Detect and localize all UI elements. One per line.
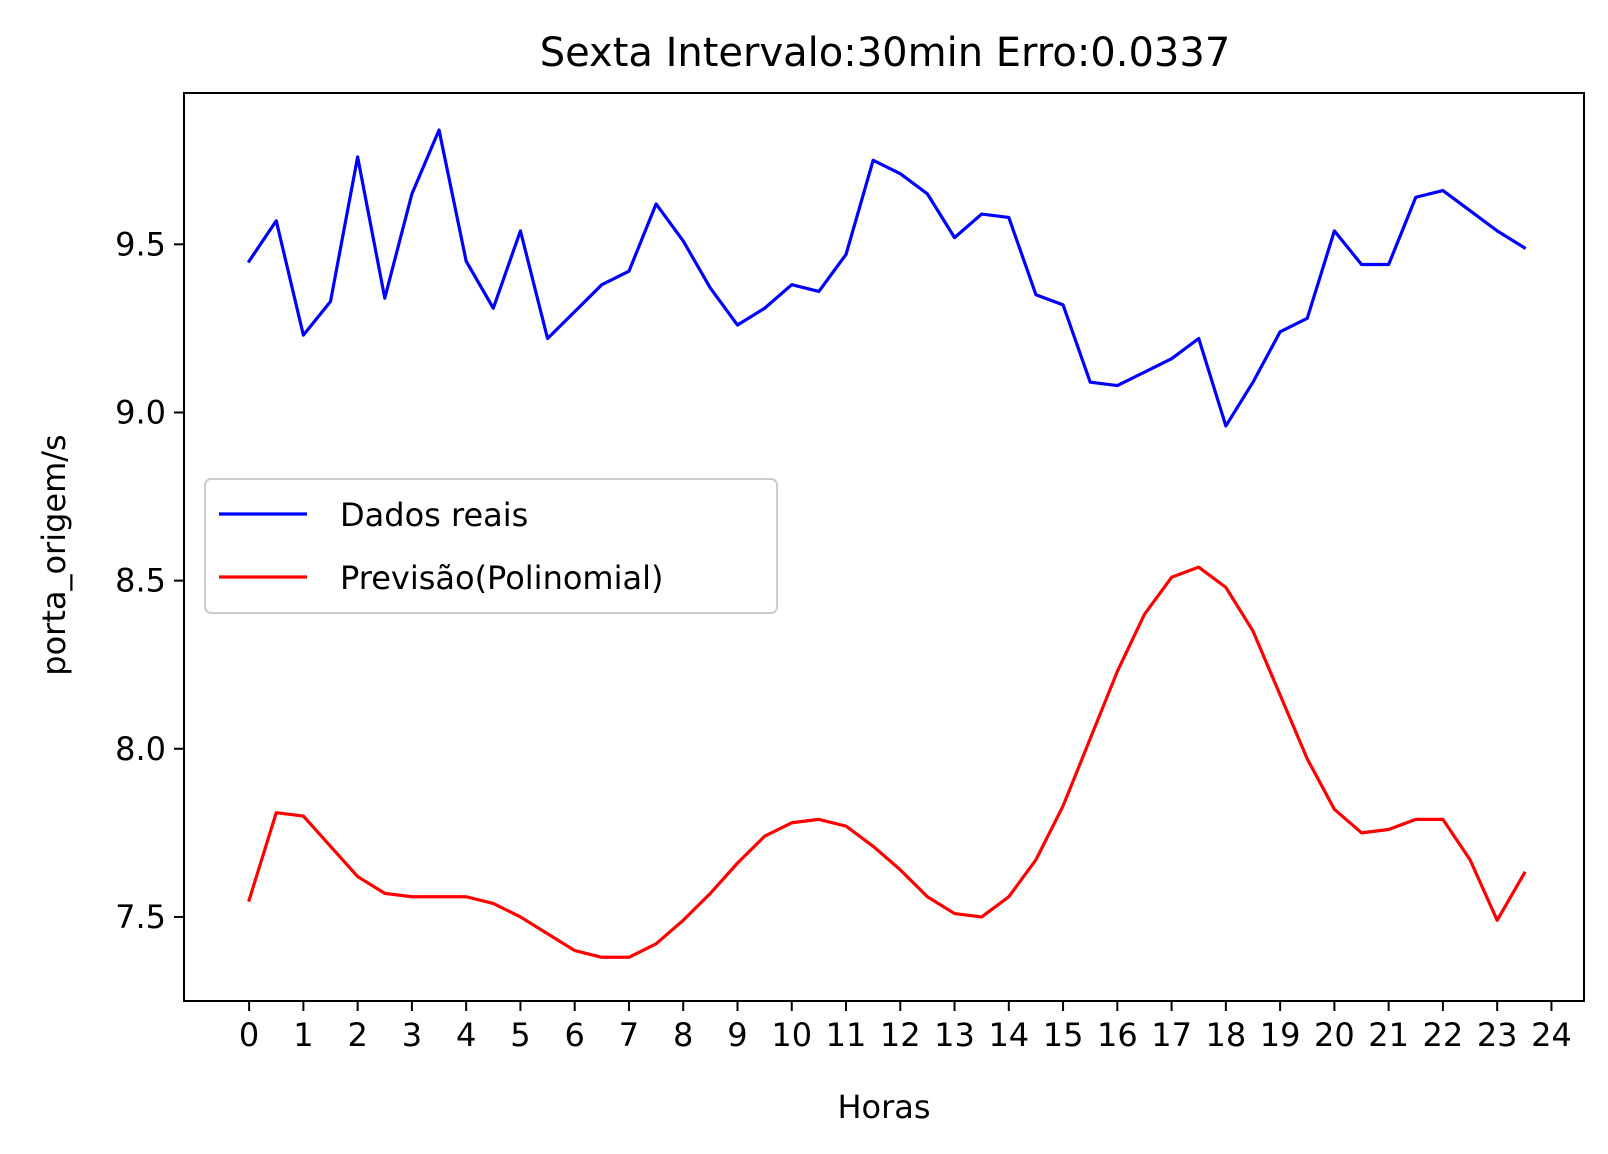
x-tick-label: 8 [673, 1016, 693, 1054]
x-tick-label: 4 [456, 1016, 476, 1054]
series-layer [246, 128, 1527, 959]
x-tick-label: 24 [1531, 1016, 1572, 1054]
y-tick-label: 9.0 [115, 393, 166, 431]
y-tick-label: 8.0 [115, 730, 166, 768]
y-tick-label: 8.5 [115, 562, 166, 600]
x-tick-label: 21 [1368, 1016, 1409, 1054]
x-tick-label: 17 [1151, 1016, 1192, 1054]
y-axis-ticks: 7.5 8.0 8.5 9.0 9.5 [115, 225, 184, 936]
y-tick-label: 9.5 [115, 225, 166, 263]
x-tick-label: 19 [1260, 1016, 1301, 1054]
x-tick-label: 10 [771, 1016, 812, 1054]
series-line-dados-reais [246, 128, 1527, 428]
x-tick-label: 23 [1477, 1016, 1518, 1054]
x-tick-label: 3 [402, 1016, 422, 1054]
x-tick-label: 16 [1097, 1016, 1138, 1054]
legend-box [204, 478, 778, 614]
x-tick-label: 12 [880, 1016, 921, 1054]
x-tick-label: 15 [1043, 1016, 1084, 1054]
chart-title: Sexta Intervalo:30min Erro:0.0337 [540, 30, 1231, 76]
x-tick-label: 2 [347, 1016, 367, 1054]
x-tick-label: 14 [988, 1016, 1029, 1054]
x-tick-label: 7 [619, 1016, 639, 1054]
x-axis-ticks: 0 1 2 3 4 5 6 7 8 9 10 11 12 13 14 15 16 17 18 19 20 21 22 23 24 [239, 1001, 1572, 1054]
x-tick-label: 5 [510, 1016, 530, 1054]
legend-label-dados-reais: Dados reais [340, 496, 528, 534]
series-line-previsao-polinomial [247, 565, 1527, 959]
x-tick-label: 0 [239, 1016, 259, 1054]
x-tick-label: 1 [293, 1016, 313, 1054]
y-tick-label: 7.5 [115, 898, 166, 936]
x-tick-label: 18 [1206, 1016, 1247, 1054]
x-tick-label: 20 [1314, 1016, 1355, 1054]
x-tick-label: 6 [565, 1016, 585, 1054]
x-tick-label: 22 [1423, 1016, 1464, 1054]
legend: Dados reais Previsão(Polinomial) [204, 478, 778, 614]
y-axis-label: porta_origem/s [35, 434, 73, 675]
x-tick-label: 13 [934, 1016, 975, 1054]
legend-label-previsao-polinomial: Previsão(Polinomial) [340, 559, 663, 597]
x-tick-label: 9 [727, 1016, 747, 1054]
x-tick-label: 11 [826, 1016, 867, 1054]
plot-frame [183, 92, 1585, 1002]
x-axis-label: Horas [837, 1088, 930, 1126]
